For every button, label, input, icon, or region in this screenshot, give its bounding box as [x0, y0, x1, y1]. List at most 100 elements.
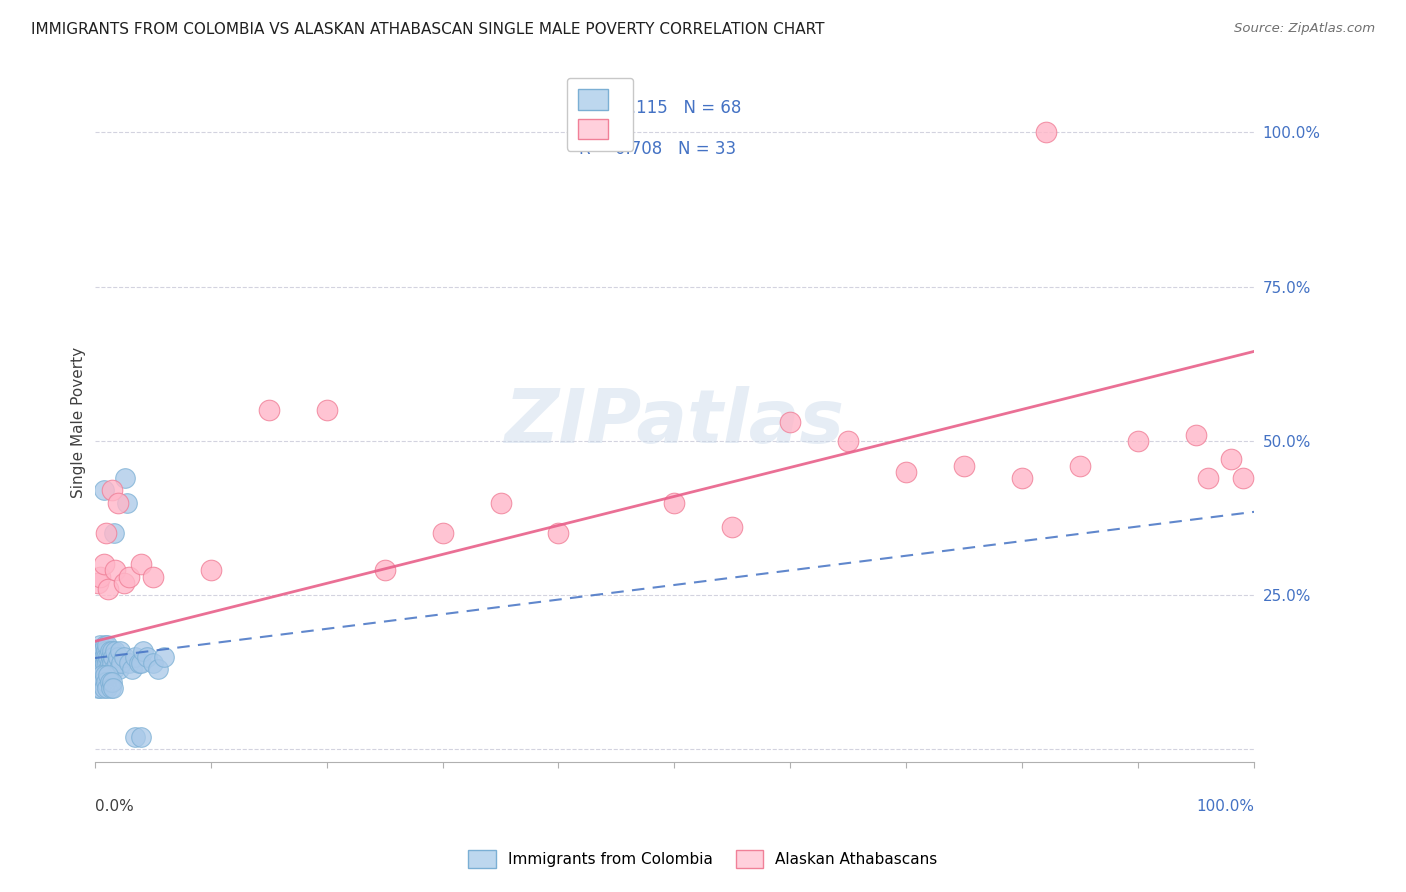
- Point: [129, 656, 152, 670]
- Point: [87, 681, 110, 695]
- Point: [112, 649, 135, 664]
- Point: [547, 526, 569, 541]
- Legend: Immigrants from Colombia, Alaskan Athabascans: Immigrants from Colombia, Alaskan Athaba…: [463, 844, 943, 873]
- Point: [86, 662, 108, 676]
- Point: [87, 656, 110, 670]
- Point: [129, 558, 152, 572]
- Point: [91, 656, 114, 670]
- Point: [90, 643, 112, 657]
- Point: [837, 434, 859, 448]
- Point: [1197, 471, 1219, 485]
- Point: [100, 649, 122, 664]
- Point: [97, 649, 120, 664]
- Point: [96, 649, 118, 664]
- Point: [1011, 471, 1033, 485]
- Point: [93, 483, 115, 498]
- Point: [107, 649, 129, 664]
- Point: [89, 638, 111, 652]
- Point: [89, 662, 111, 676]
- Point: [121, 662, 143, 676]
- Point: [128, 656, 150, 670]
- Point: [103, 662, 125, 676]
- Legend: , : ,: [567, 78, 634, 151]
- Point: [1069, 458, 1091, 473]
- Point: [93, 681, 115, 695]
- Point: [84, 668, 107, 682]
- Point: [112, 575, 135, 590]
- Point: [94, 668, 117, 682]
- Point: [132, 643, 155, 657]
- Point: [432, 526, 454, 541]
- Point: [98, 643, 121, 657]
- Point: [96, 656, 118, 670]
- Point: [129, 730, 152, 744]
- Point: [315, 403, 337, 417]
- Point: [114, 471, 136, 485]
- Point: [1185, 427, 1208, 442]
- Point: [104, 564, 127, 578]
- Point: [108, 662, 131, 676]
- Point: [89, 643, 111, 657]
- Text: R = 0.708   N = 33: R = 0.708 N = 33: [579, 140, 737, 158]
- Point: [90, 668, 112, 682]
- Point: [100, 681, 122, 695]
- Point: [1128, 434, 1150, 448]
- Point: [97, 662, 120, 676]
- Text: 0.0%: 0.0%: [94, 799, 134, 814]
- Point: [135, 649, 157, 664]
- Point: [91, 643, 114, 657]
- Point: [86, 656, 108, 670]
- Point: [148, 662, 170, 676]
- Point: [1232, 471, 1254, 485]
- Point: [93, 649, 115, 664]
- Point: [108, 643, 131, 657]
- Point: [87, 649, 110, 664]
- Point: [89, 656, 111, 670]
- Point: [953, 458, 976, 473]
- Point: [87, 575, 110, 590]
- Point: [103, 526, 125, 541]
- Point: [90, 649, 112, 664]
- Point: [97, 582, 120, 596]
- Point: [94, 656, 117, 670]
- Y-axis label: Single Male Poverty: Single Male Poverty: [72, 347, 86, 498]
- Point: [89, 674, 111, 689]
- Point: [93, 662, 115, 676]
- Point: [107, 495, 129, 509]
- Point: [105, 656, 128, 670]
- Point: [101, 649, 124, 664]
- Point: [101, 656, 124, 670]
- Point: [101, 483, 124, 498]
- Point: [91, 674, 114, 689]
- Text: IMMIGRANTS FROM COLOMBIA VS ALASKAN ATHABASCAN SINGLE MALE POVERTY CORRELATION C: IMMIGRANTS FROM COLOMBIA VS ALASKAN ATHA…: [31, 22, 824, 37]
- Point: [89, 681, 111, 695]
- Point: [721, 520, 744, 534]
- Point: [1220, 452, 1243, 467]
- Point: [96, 681, 118, 695]
- Point: [142, 569, 165, 583]
- Text: Source: ZipAtlas.com: Source: ZipAtlas.com: [1234, 22, 1375, 36]
- Point: [124, 730, 146, 744]
- Text: ZIPatlas: ZIPatlas: [505, 386, 845, 458]
- Point: [101, 674, 124, 689]
- Text: 100.0%: 100.0%: [1197, 799, 1254, 814]
- Point: [110, 656, 132, 670]
- Point: [89, 569, 111, 583]
- Point: [104, 643, 127, 657]
- Point: [257, 403, 280, 417]
- Point: [96, 643, 118, 657]
- Point: [373, 564, 395, 578]
- Point: [96, 638, 118, 652]
- Point: [664, 495, 686, 509]
- Point: [93, 558, 115, 572]
- Point: [124, 649, 146, 664]
- Point: [118, 569, 141, 583]
- Point: [98, 656, 121, 670]
- Point: [779, 415, 801, 429]
- Point: [896, 465, 918, 479]
- Point: [101, 643, 124, 657]
- Point: [100, 662, 122, 676]
- Point: [115, 495, 138, 509]
- Point: [489, 495, 512, 509]
- Point: [96, 526, 118, 541]
